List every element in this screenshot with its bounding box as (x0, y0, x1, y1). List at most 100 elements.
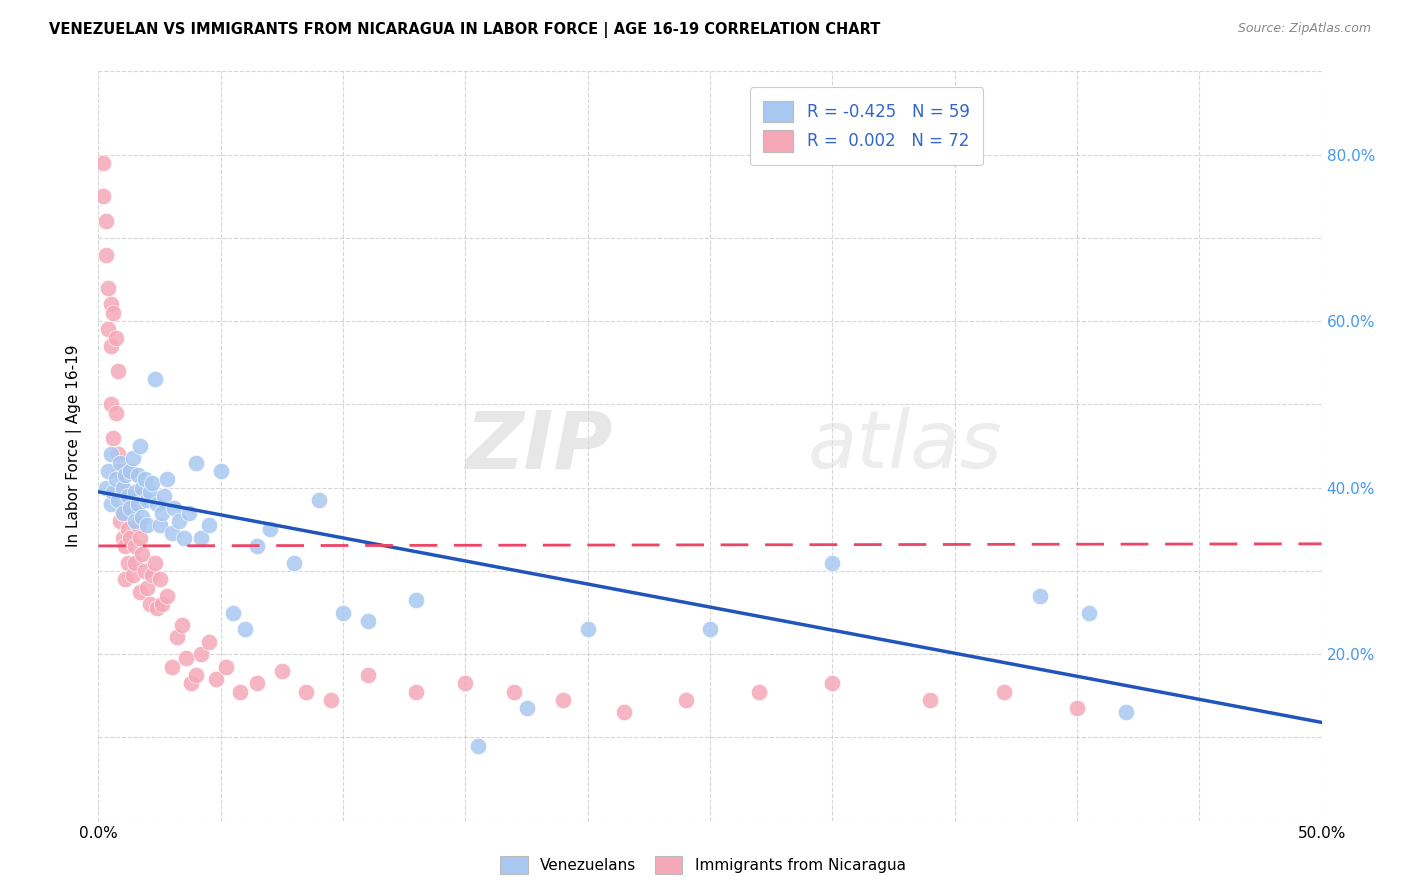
Point (186, 668, 208, 682)
Point (166, 631, 188, 645)
Point (97, 281, 120, 295)
Point (101, 306, 124, 320)
Point (1115, 706, 1137, 720)
Text: atlas: atlas (808, 407, 1002, 485)
Point (146, 497, 169, 511)
Point (613, 706, 636, 720)
Point (134, 472, 156, 486)
Point (259, 522, 281, 536)
Point (173, 531, 195, 545)
Point (129, 439, 152, 453)
Point (139, 597, 162, 611)
Point (197, 518, 219, 533)
Point (143, 556, 166, 570)
Point (100, 497, 122, 511)
Point (246, 539, 269, 553)
Point (136, 581, 159, 595)
Point (127, 468, 149, 483)
Point (104, 406, 127, 420)
Point (127, 489, 149, 503)
Legend: Venezuelans, Immigrants from Nicaragua: Venezuelans, Immigrants from Nicaragua (495, 850, 911, 880)
Point (319, 693, 342, 707)
Point (100, 297, 122, 311)
Point (136, 518, 159, 533)
Point (94, 481, 117, 495)
Point (190, 647, 212, 661)
Point (117, 489, 139, 503)
Point (467, 739, 489, 753)
Point (150, 506, 173, 520)
Point (94, 247, 117, 261)
Point (127, 518, 149, 533)
Point (107, 447, 129, 461)
Point (121, 568, 143, 582)
Point (111, 506, 134, 520)
Point (515, 701, 537, 715)
Text: VENEZUELAN VS IMMIGRANTS FROM NICARAGUA IN LABOR FORCE | AGE 16-19 CORRELATION C: VENEZUELAN VS IMMIGRANTS FROM NICARAGUA … (49, 22, 880, 38)
Point (270, 664, 294, 678)
Point (146, 601, 169, 615)
Point (131, 547, 153, 561)
Point (100, 397, 122, 411)
Point (101, 431, 124, 445)
Point (139, 484, 162, 499)
Point (110, 464, 132, 478)
Point (97, 464, 120, 478)
Point (214, 659, 236, 673)
Text: ZIP: ZIP (465, 407, 612, 485)
Point (920, 693, 942, 707)
Point (1066, 701, 1088, 715)
Legend: R = -0.425   N = 59, R =  0.002   N = 72: R = -0.425 N = 59, R = 0.002 N = 72 (751, 87, 983, 165)
Point (190, 531, 212, 545)
Point (821, 556, 844, 570)
Point (121, 501, 143, 516)
Point (180, 676, 202, 690)
Point (120, 464, 142, 478)
Point (120, 464, 142, 478)
Point (111, 531, 134, 545)
Point (91, 156, 114, 170)
Point (295, 684, 318, 698)
Point (222, 606, 245, 620)
Point (110, 514, 132, 528)
Point (821, 676, 844, 690)
Point (699, 622, 721, 636)
Point (124, 539, 146, 553)
Point (131, 481, 153, 495)
Point (110, 456, 132, 470)
Point (308, 493, 330, 508)
Point (405, 684, 427, 698)
Point (141, 476, 163, 491)
Point (114, 539, 136, 553)
Point (94, 214, 117, 228)
Point (332, 606, 354, 620)
Point (131, 509, 153, 524)
Point (176, 651, 198, 665)
Point (167, 514, 190, 528)
Y-axis label: In Labor Force | Age 16-19: In Labor Force | Age 16-19 (66, 344, 83, 548)
Point (127, 497, 149, 511)
Point (117, 489, 139, 503)
Point (100, 339, 122, 353)
Point (356, 614, 378, 628)
Point (124, 556, 146, 570)
Point (107, 493, 129, 508)
Point (197, 634, 219, 648)
Point (246, 676, 269, 690)
Point (91, 189, 114, 203)
Point (100, 447, 122, 461)
Point (111, 506, 134, 520)
Point (107, 364, 129, 378)
Point (1078, 606, 1101, 620)
Point (117, 522, 139, 536)
Point (117, 556, 139, 570)
Point (129, 584, 152, 599)
Point (129, 531, 152, 545)
Point (111, 481, 134, 495)
Point (121, 451, 143, 466)
Point (141, 568, 163, 582)
Point (356, 668, 378, 682)
Point (124, 484, 146, 499)
Point (748, 684, 770, 698)
Point (1029, 589, 1052, 603)
